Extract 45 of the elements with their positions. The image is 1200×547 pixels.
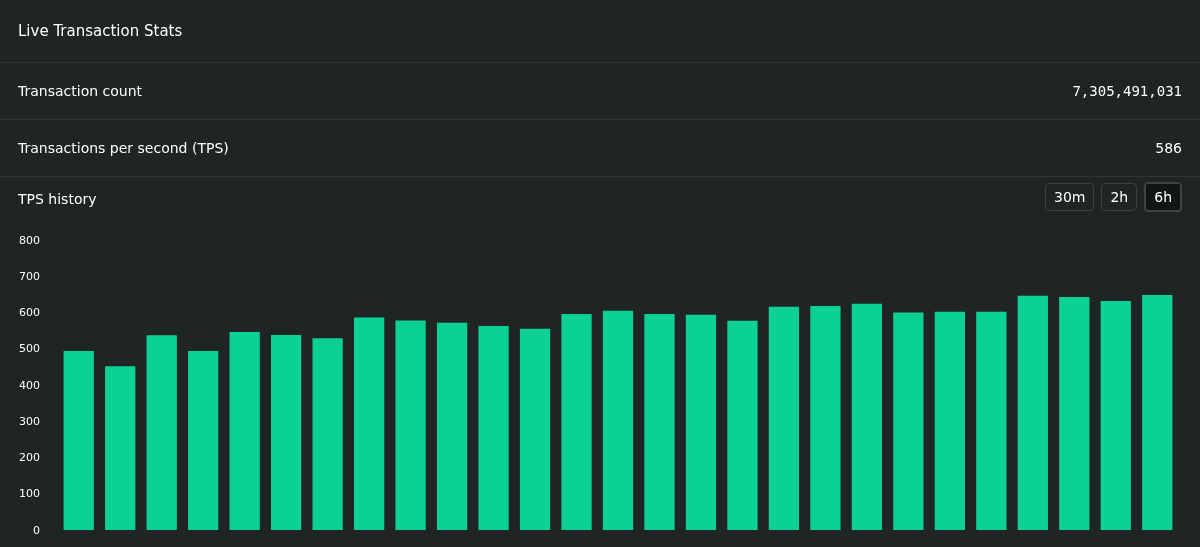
text: 6h (1144, 182, 1182, 212)
bar (1059, 296, 1090, 530)
chart-subtitle: TPS history (18, 191, 97, 207)
bar (105, 366, 136, 530)
text: 30m (1044, 183, 1095, 211)
bar (353, 317, 385, 530)
bar (561, 313, 592, 530)
bar (229, 332, 260, 530)
text: 586 (1155, 140, 1182, 156)
y-tick-label: 700 (19, 269, 40, 283)
y-tick-label: 300 (19, 414, 40, 428)
bar (644, 313, 675, 530)
bar (188, 350, 219, 530)
chart-title: Live Transaction Stats (17, 21, 184, 42)
text: Transactions per second (TPS) (18, 140, 229, 156)
bar (685, 314, 717, 530)
bar (395, 320, 426, 530)
bar (146, 335, 177, 530)
y-tick-label: 500 (19, 342, 40, 356)
bar (976, 311, 1007, 530)
text: 2h (1101, 183, 1138, 211)
bar (810, 305, 841, 530)
y-tick-label: 200 (19, 451, 40, 464)
bar (851, 303, 883, 530)
bar (519, 328, 551, 530)
y-tick-label: 100 (19, 487, 40, 501)
bar (1017, 295, 1048, 530)
y-tick-label: 400 (19, 378, 40, 392)
bar (1100, 300, 1131, 530)
text: 7,305,491,031 (1072, 83, 1182, 99)
text: Transaction count (18, 83, 143, 99)
bar (934, 311, 965, 530)
bar (602, 310, 634, 530)
bar (893, 312, 924, 530)
y-tick-label: 800 (19, 233, 40, 247)
bar (63, 350, 94, 530)
bar (271, 334, 302, 530)
bar (1142, 295, 1173, 530)
bar (312, 338, 343, 530)
y-tick-label: 0 (33, 523, 40, 537)
bar (768, 306, 800, 530)
y-tick-label: 600 (19, 306, 40, 319)
bar (436, 322, 468, 530)
bar (478, 325, 509, 530)
bar (727, 320, 758, 530)
